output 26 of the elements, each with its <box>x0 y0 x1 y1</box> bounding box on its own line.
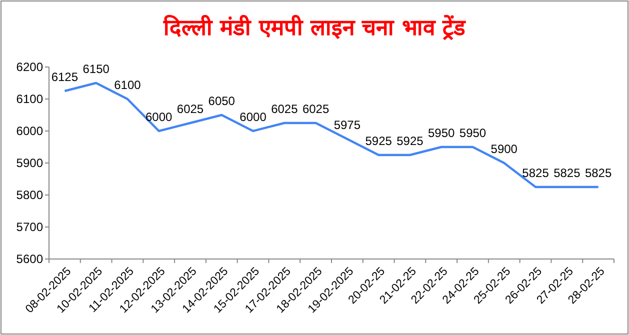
data-label: 6025 <box>176 102 204 116</box>
data-label: 5825 <box>584 166 612 180</box>
data-label: 5925 <box>396 134 424 148</box>
data-label: 5900 <box>490 142 518 156</box>
y-tick-label: 5600 <box>16 252 44 266</box>
data-label: 5925 <box>365 134 392 148</box>
data-label: 5950 <box>428 126 456 140</box>
data-label: 5950 <box>459 126 486 140</box>
data-label: 5825 <box>554 166 581 180</box>
data-label: 5975 <box>334 118 361 132</box>
y-tick-label: 6200 <box>16 60 44 74</box>
data-label: 6000 <box>240 110 267 124</box>
data-label: 6000 <box>146 110 173 124</box>
data-label: 6150 <box>82 62 110 76</box>
y-tick-label: 5700 <box>16 220 44 234</box>
y-tick-label: 5800 <box>16 188 44 202</box>
data-label: 6025 <box>302 102 330 116</box>
data-label: 6050 <box>208 94 236 108</box>
y-tick-label: 5900 <box>16 156 44 170</box>
data-label: 5825 <box>522 166 550 180</box>
y-tick-label: 6100 <box>16 92 44 106</box>
data-label: 6125 <box>51 70 78 84</box>
chart-title: दिल्ली मंडी एमपी लाइन चना भाव ट्रेंड <box>162 14 466 41</box>
data-label: 6025 <box>271 102 298 116</box>
data-label: 6100 <box>114 78 142 92</box>
y-tick-label: 6000 <box>16 124 44 138</box>
